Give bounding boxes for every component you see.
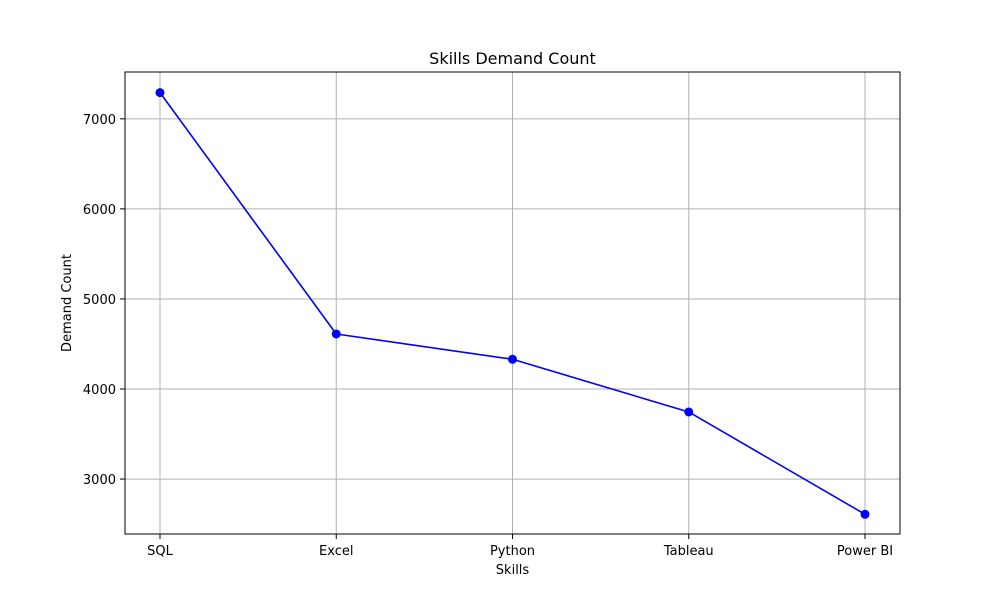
x-tick-label: Python xyxy=(490,544,535,559)
data-point-python xyxy=(508,354,517,364)
x-axis-label: Skills xyxy=(496,563,530,578)
series-layer xyxy=(155,88,870,519)
x-tick-label: Power BI xyxy=(837,544,893,559)
axis-ticks: SQL Excel Python Tableau Power BI 3000 4000 500… xyxy=(83,113,893,559)
data-point-power-bi xyxy=(860,509,870,519)
data-point-sql xyxy=(155,88,165,98)
y-tick-label: 4000 xyxy=(83,383,116,398)
x-tick-label: SQL xyxy=(147,544,173,559)
grid-lines xyxy=(125,72,900,534)
x-tick-label: Excel xyxy=(319,544,353,559)
y-tick-label: 7000 xyxy=(83,113,116,128)
y-axis-label: Demand Count xyxy=(60,254,75,352)
chart-title: Skills Demand Count xyxy=(429,49,596,68)
data-point-tableau xyxy=(684,407,694,417)
y-tick-label: 5000 xyxy=(83,293,116,308)
data-point-excel xyxy=(331,329,341,339)
x-tick-label: Tableau xyxy=(663,544,714,559)
y-tick-label: 6000 xyxy=(83,203,116,218)
y-tick-label: 3000 xyxy=(83,473,116,488)
